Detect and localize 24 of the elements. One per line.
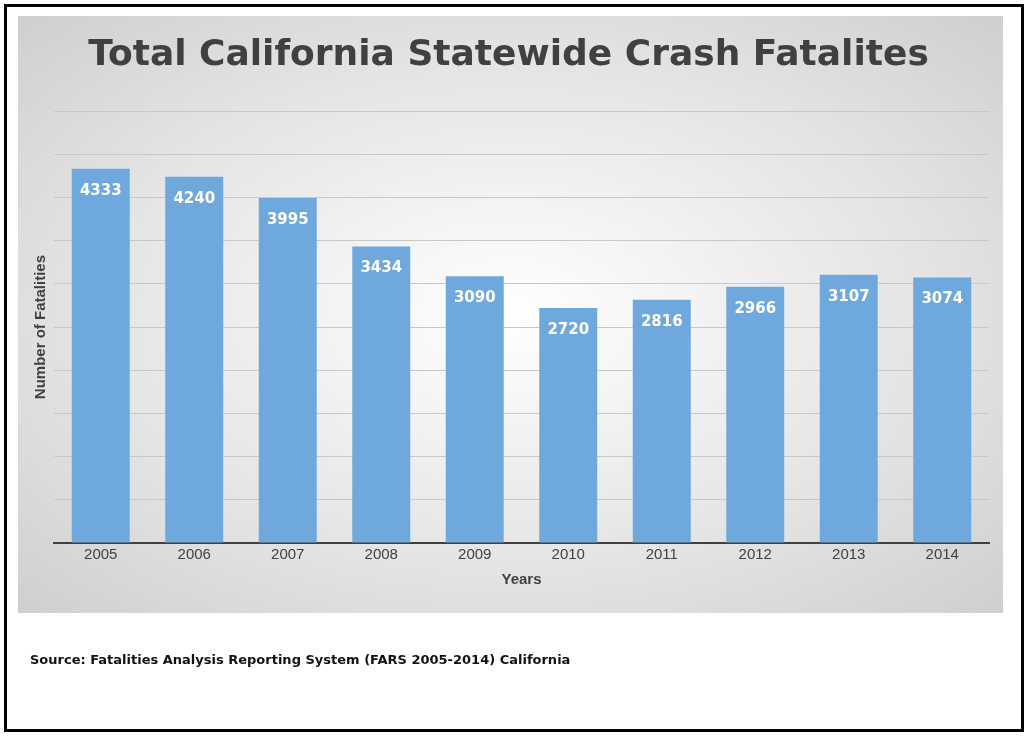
data-label: 3995 xyxy=(266,209,309,228)
x-tick-label: 2012 xyxy=(738,545,772,563)
x-tick-label: 2010 xyxy=(551,545,585,563)
data-label: 2816 xyxy=(640,311,683,330)
x-tick-label: 2011 xyxy=(645,545,678,563)
x-tick-label: 2007 xyxy=(271,545,305,563)
data-label: 3074 xyxy=(921,289,964,308)
data-label: 2720 xyxy=(547,319,590,338)
data-label: 4333 xyxy=(79,180,122,199)
x-axis-title: Years xyxy=(501,570,542,588)
x-tick-label: 2009 xyxy=(458,545,492,563)
y-axis-title: Number of Fatalities xyxy=(31,255,49,400)
x-tick-label: 2013 xyxy=(832,545,866,563)
data-label: 3107 xyxy=(827,286,870,305)
source-note: Source: Fatalities Analysis Reporting System (FARS 2005-2014) California xyxy=(30,652,571,667)
chart-title: Total California Statewide Crash Fatalites xyxy=(88,31,929,73)
data-label: 3434 xyxy=(360,258,403,277)
x-tick-label: 2014 xyxy=(925,545,959,563)
x-tick-label: 2005 xyxy=(84,545,118,563)
x-tick-label: 2006 xyxy=(177,545,211,563)
data-label: 3090 xyxy=(453,288,496,307)
data-label: 2966 xyxy=(734,298,777,317)
data-label: 4240 xyxy=(173,188,216,207)
x-tick-label: 2008 xyxy=(364,545,398,563)
